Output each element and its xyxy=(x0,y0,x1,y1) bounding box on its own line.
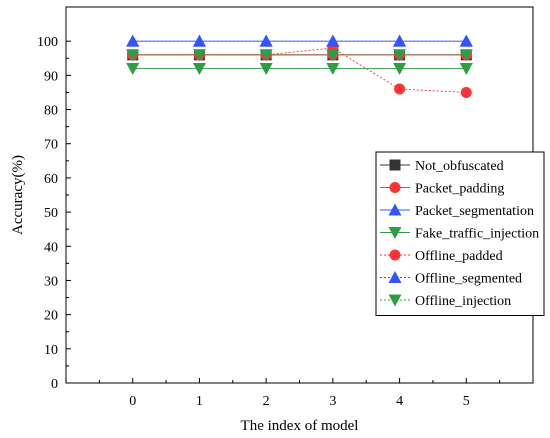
x-tick-label-4: 4 xyxy=(396,394,403,409)
data-point-fake-traffic-injection-5 xyxy=(459,63,473,76)
y-tick-label-30: 30 xyxy=(44,274,58,289)
legend-label-packet-padding: Packet_padding xyxy=(415,182,504,197)
y-tick-label-0: 0 xyxy=(51,377,58,392)
series-packet-padding xyxy=(127,49,472,61)
legend-marker-packet-padding xyxy=(389,182,401,193)
series-layer xyxy=(126,34,473,98)
legend-label-fake-traffic-injection: Fake_traffic_injection xyxy=(415,227,539,242)
data-point-offline-segmented-2 xyxy=(259,34,273,47)
legend: Not_obfuscated Packet_padding Packet_segme… xyxy=(375,151,545,316)
legend-marker-packet-segmentation xyxy=(388,203,402,216)
legend-label-offline-segmented: Offline_segmented xyxy=(415,272,522,287)
data-point-offline-segmented-5 xyxy=(459,34,473,47)
y-tick-label-10: 10 xyxy=(44,343,58,358)
y-tick-label-80: 80 xyxy=(44,104,58,119)
y-tick-label-50: 50 xyxy=(44,206,58,221)
series-packet-segmentation xyxy=(126,34,473,47)
y-tick-label-60: 60 xyxy=(44,172,58,187)
x-tick-label-3: 3 xyxy=(329,394,336,409)
data-point-offline-injection-3 xyxy=(326,49,340,62)
y-tick-label-90: 90 xyxy=(44,69,58,84)
data-point-offline-segmented-3 xyxy=(326,34,340,47)
legend-marker-not-obfuscated xyxy=(389,159,401,171)
data-point-fake-traffic-injection-0 xyxy=(126,63,140,76)
legend-label-packet-segmentation: Packet_segmentation xyxy=(415,204,534,219)
legend-marker-fake-traffic-injection xyxy=(388,227,402,239)
data-point-fake-traffic-injection-2 xyxy=(259,63,273,76)
data-point-fake-traffic-injection-1 xyxy=(192,63,206,76)
y-tick-label-20: 20 xyxy=(44,309,58,324)
ticks: 0 10 20 30 40 50 60 70 80 90 100 0 1 2 3 4 5 xyxy=(37,35,501,409)
data-point-offline-injection-1 xyxy=(192,49,206,62)
data-point-offline-padded-5 xyxy=(460,86,472,98)
x-tick-label-2: 2 xyxy=(263,394,270,409)
data-point-offline-injection-5 xyxy=(459,49,473,62)
legend-label-not-obfuscated: Not_obfuscated xyxy=(415,159,504,174)
legend-marker-offline-injection xyxy=(388,294,402,307)
series-fake-traffic-injection xyxy=(126,63,473,76)
data-point-offline-injection-0 xyxy=(126,49,140,62)
legend-box xyxy=(375,151,545,316)
y-axis-title: Accuracy(%) xyxy=(10,155,26,235)
series-offline-padded xyxy=(127,42,472,98)
y-tick-label-40: 40 xyxy=(44,240,58,255)
data-point-offline-segmented-1 xyxy=(192,34,206,47)
data-point-offline-injection-4 xyxy=(393,49,407,62)
x-tick-label-0: 0 xyxy=(129,394,136,409)
x-tick-label-1: 1 xyxy=(196,394,203,409)
data-point-offline-injection-2 xyxy=(259,49,273,62)
x-tick-label-5: 5 xyxy=(463,394,470,409)
legend-label-offline-padded: Offline_padded xyxy=(415,249,503,264)
y-tick-label-100: 100 xyxy=(37,35,58,50)
series-offline-segmented xyxy=(126,34,473,47)
data-point-fake-traffic-injection-3 xyxy=(326,63,340,76)
series-line-offline-padded xyxy=(132,47,467,93)
legend-marker-offline-padded xyxy=(389,249,401,261)
series-offline-injection xyxy=(126,49,473,62)
data-point-offline-segmented-0 xyxy=(126,34,140,47)
data-point-offline-padded-4 xyxy=(394,83,406,95)
data-point-fake-traffic-injection-4 xyxy=(393,63,407,76)
legend-label-offline-injection: Offline_injection xyxy=(415,294,511,309)
legend-marker-offline-segmented xyxy=(388,271,402,283)
data-point-offline-segmented-4 xyxy=(393,34,407,47)
y-tick-label-70: 70 xyxy=(44,138,58,153)
x-axis-title: The index of model xyxy=(241,418,359,434)
